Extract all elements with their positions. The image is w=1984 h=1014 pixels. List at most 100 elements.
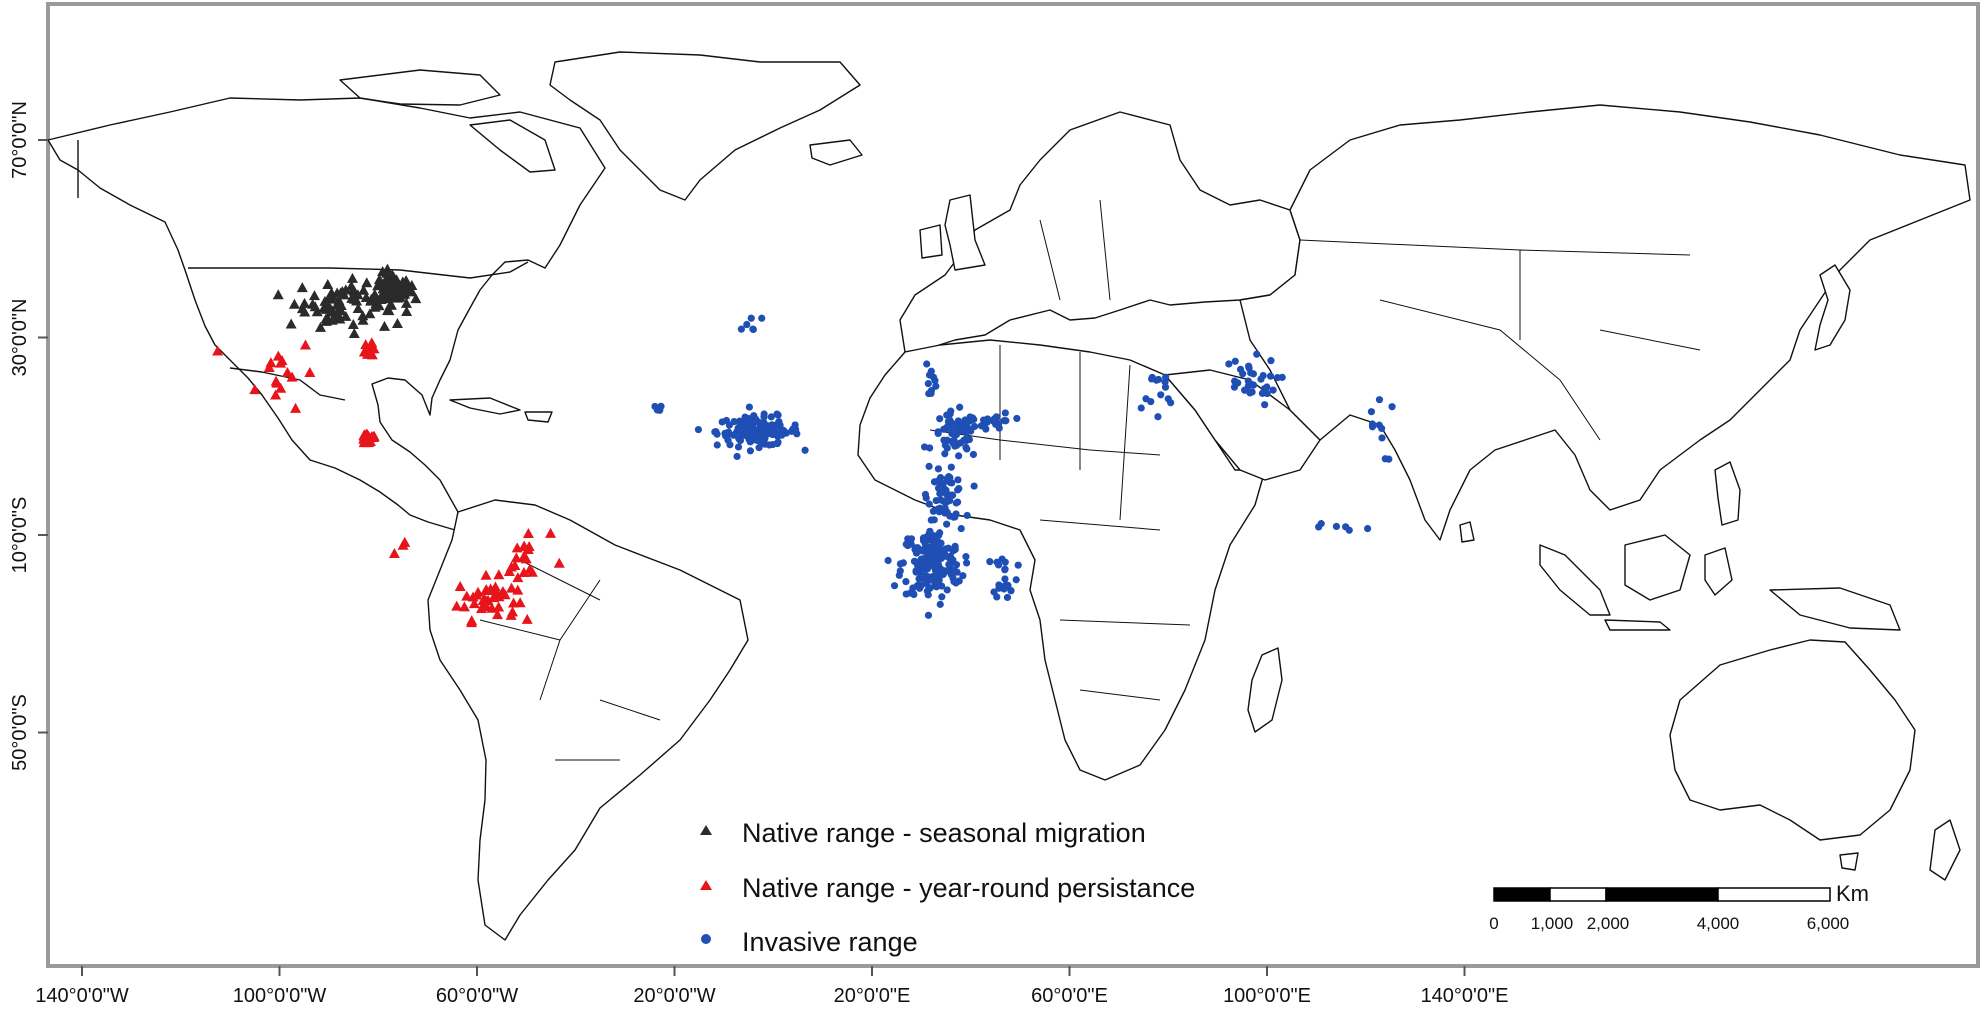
invasive-occurrence-point — [957, 524, 965, 533]
x-tick-label: 100°0'0"E — [1223, 985, 1311, 1007]
year_round-occurrence-point — [467, 591, 479, 602]
invasive-occurrence-point — [935, 508, 943, 516]
x-tick-label: 20°0'0"E — [834, 985, 911, 1007]
invasive-occurrence-point — [758, 314, 766, 322]
invasive-occurrence-point — [922, 572, 930, 580]
invasive-occurrence-point — [950, 578, 958, 586]
year_round-occurrence-point — [510, 552, 522, 563]
invasive-occurrence-point — [745, 403, 753, 411]
invasive-occurrence-point — [749, 325, 757, 333]
year_round-occurrence-point — [454, 580, 466, 591]
invasive-occurrence-point — [1317, 520, 1325, 528]
invasive-occurrence-point — [1164, 395, 1172, 403]
invasive-occurrence-point — [1231, 377, 1239, 385]
year_round-occurrence-point — [362, 348, 374, 359]
invasive-occurrence-point — [949, 439, 957, 447]
invasive-occurrence-point — [755, 444, 763, 452]
invasive-occurrence-point — [775, 418, 783, 426]
year_round-occurrence-point — [521, 613, 533, 624]
invasive-occurrence-point — [931, 376, 939, 385]
seasonal-occurrence-point — [308, 290, 320, 301]
invasive-occurrence-point — [1332, 522, 1341, 531]
scale-seg-2 — [1549, 887, 1607, 902]
invasive-occurrence-point — [930, 516, 938, 524]
invasive-occurrence-point — [755, 418, 763, 426]
invasive-occurrence-point — [962, 559, 971, 567]
invasive-occurrence-point — [770, 424, 778, 432]
seasonal-migration-points — [272, 263, 422, 339]
y-tick-label: 10°0'0"S — [9, 497, 31, 574]
y-axis-ticks: 70°0'0"N 30°0'0"N 10°0'0"S 50°0'0"S — [9, 101, 48, 771]
invasive-occurrence-point — [933, 537, 942, 545]
invasive-occurrence-point — [747, 314, 755, 322]
invasive-occurrence-point — [1241, 386, 1249, 394]
legend-label-invasive: Invasive range — [742, 927, 918, 957]
invasive-occurrence-point — [950, 513, 958, 521]
scale-seg-3 — [1605, 887, 1719, 902]
invasive-occurrence-point — [1257, 375, 1265, 383]
invasive-occurrence-point — [773, 440, 781, 448]
invasive-occurrence-point — [924, 379, 932, 388]
invasive-occurrence-point — [927, 561, 935, 570]
scale-tick-6000: 6,000 — [1807, 914, 1850, 933]
invasive-occurrence-point — [943, 586, 951, 594]
y-tick-label: 50°0'0"S — [9, 694, 31, 771]
invasive-occurrence-point — [1013, 414, 1021, 423]
invasive-occurrence-point — [721, 432, 730, 440]
seasonal-occurrence-point — [335, 287, 347, 298]
border-lines-africa — [929, 345, 1191, 701]
x-tick-label: 140°0'0"W — [35, 985, 129, 1007]
invasive-occurrence-point — [1137, 404, 1145, 412]
invasive-points — [651, 314, 1396, 619]
country-borders — [479, 199, 1701, 761]
seasonal-occurrence-point — [373, 300, 385, 311]
seasonal-occurrence-point — [322, 278, 334, 289]
invasive-occurrence-point — [1157, 391, 1165, 399]
invasive-occurrence-point — [1225, 360, 1233, 368]
y-tick-label: 70°0'0"N — [9, 101, 31, 179]
seasonal-occurrence-point — [285, 318, 297, 329]
invasive-occurrence-point — [1364, 524, 1372, 533]
invasive-occurrence-point — [925, 583, 933, 592]
invasive-occurrence-point — [979, 416, 988, 424]
year_round-occurrence-point — [304, 366, 316, 377]
seasonal-occurrence-point — [347, 284, 359, 295]
invasive-occurrence-point — [737, 325, 745, 333]
seasonal-occurrence-point — [311, 306, 323, 317]
seasonal-occurrence-point — [410, 293, 422, 304]
invasive-occurrence-point — [1148, 375, 1156, 383]
invasive-occurrence-point — [934, 477, 942, 485]
invasive-occurrence-point — [937, 496, 945, 504]
year_round-occurrence-point — [553, 557, 565, 568]
x-tick-label: 60°0'0"W — [436, 985, 518, 1007]
invasive-occurrence-point — [760, 413, 768, 421]
invasive-occurrence-point — [927, 387, 936, 395]
invasive-occurrence-point — [963, 445, 971, 453]
year_round-occurrence-point — [480, 569, 492, 580]
seasonal-occurrence-point — [348, 328, 360, 339]
legend-marker-seasonal — [700, 825, 712, 835]
invasive-occurrence-point — [1161, 383, 1170, 391]
year_round-occurrence-point — [212, 345, 224, 356]
seasonal-occurrence-point — [400, 275, 412, 286]
year_round-occurrence-point — [249, 384, 261, 395]
invasive-occurrence-point — [718, 418, 726, 426]
invasive-occurrence-point — [919, 561, 927, 569]
invasive-occurrence-point — [934, 428, 942, 436]
invasive-occurrence-point — [993, 593, 1001, 601]
invasive-occurrence-point — [778, 426, 786, 434]
invasive-occurrence-point — [1012, 576, 1020, 584]
invasive-occurrence-point — [734, 443, 743, 451]
year_round-occurrence-point — [479, 601, 491, 612]
invasive-occurrence-point — [1263, 383, 1271, 391]
x-axis-ticks: 140°0'0"W 100°0'0"W 60°0'0"W 20°0'0"W 20°0'0… — [35, 966, 1508, 1007]
invasive-occurrence-point — [959, 572, 967, 580]
invasive-occurrence-point — [895, 571, 903, 579]
invasive-occurrence-point — [1003, 593, 1012, 602]
invasive-occurrence-point — [927, 367, 935, 375]
great-britain — [944, 194, 986, 271]
legend-marker-invasive — [701, 934, 711, 944]
invasive-occurrence-point — [735, 435, 743, 443]
invasive-occurrence-point — [743, 320, 751, 329]
year_round-occurrence-point — [522, 527, 534, 538]
